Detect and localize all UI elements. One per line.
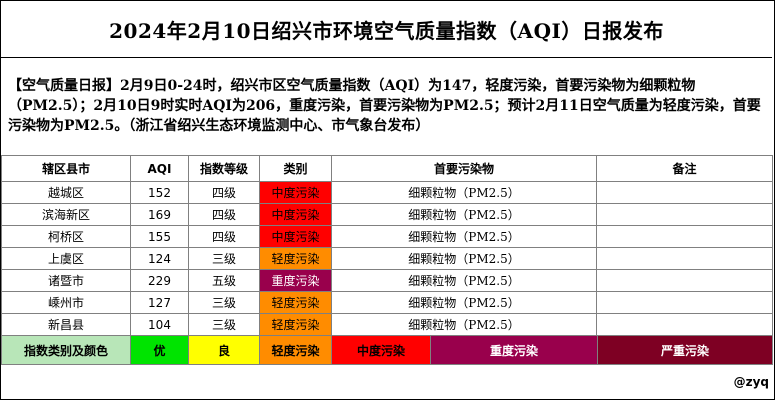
level-cell: 三级 [188,313,260,336]
note-cell [596,291,773,314]
note-cell [596,203,773,226]
category-cell: 中度污染 [259,225,332,248]
legend-moderate-pollution: 中度污染 [332,336,431,364]
page-title: 2024年2月10日绍兴市环境空气质量指数（AQI）日报发布 [1,1,772,58]
pollutant-cell: 细颗粒物（PM2.5） [331,181,597,204]
aqi-cell: 127 [130,291,189,314]
note-cell [596,225,773,248]
level-cell: 五级 [188,269,260,292]
category-cell: 重度污染 [259,269,332,292]
aqi-cell: 152 [130,181,189,204]
legend-heavy-group: 中度污染 重度污染 严重污染 [331,335,773,365]
legend-label: 指数类别及颜色 [1,335,131,365]
table-row: 上虞区 124 三级 轻度污染 细颗粒物（PM2.5） [1,247,773,270]
level-cell: 三级 [188,247,260,270]
table-row: 越城区 152 四级 中度污染 细颗粒物（PM2.5） [1,181,773,204]
aqi-cell: 104 [130,313,189,336]
legend-severe-pollution: 严重污染 [598,336,772,364]
header-level: 指数等级 [188,155,260,182]
category-cell: 中度污染 [259,181,332,204]
bulletin-text: 【空气质量日报】2月9日0-24时，绍兴市区空气质量指数（AQI）为147，轻度… [8,78,761,134]
aqi-table: 辖区县市 AQI 指数等级 类别 首要污染物 备注 越城区 152 四级 中度污染 细颗… [1,155,773,365]
district-cell: 嵊州市 [1,291,131,314]
note-cell [596,269,773,292]
header-note: 备注 [596,155,773,182]
table-row: 滨海新区 169 四级 中度污染 细颗粒物（PM2.5） [1,203,773,226]
header-district: 辖区县市 [1,155,131,182]
district-cell: 柯桥区 [1,225,131,248]
district-cell: 滨海新区 [1,203,131,226]
district-cell: 新昌县 [1,313,131,336]
category-cell: 中度污染 [259,203,332,226]
district-cell: 上虞区 [1,247,131,270]
pollutant-cell: 细颗粒物（PM2.5） [331,247,597,270]
district-cell: 诸暨市 [1,269,131,292]
pollutant-cell: 细颗粒物（PM2.5） [331,313,597,336]
table-row: 柯桥区 155 四级 中度污染 细颗粒物（PM2.5） [1,225,773,248]
level-cell: 三级 [188,291,260,314]
pollutant-cell: 细颗粒物（PM2.5） [331,291,597,314]
header-pollutant: 首要污染物 [331,155,597,182]
legend-heavy-pollution: 重度污染 [431,336,598,364]
table-row: 嵊州市 127 三级 轻度污染 细颗粒物（PM2.5） [1,291,773,314]
level-cell: 四级 [188,181,260,204]
note-cell [596,181,773,204]
aqi-cell: 155 [130,225,189,248]
aqi-cell: 229 [130,269,189,292]
category-cell: 轻度污染 [259,313,332,336]
header-category: 类别 [259,155,332,182]
category-cell: 轻度污染 [259,247,332,270]
pollutant-cell: 细颗粒物（PM2.5） [331,269,597,292]
legend-excellent: 优 [130,335,189,365]
pollutant-cell: 细颗粒物（PM2.5） [331,203,597,226]
level-cell: 四级 [188,203,260,226]
table-header-row: 辖区县市 AQI 指数等级 类别 首要污染物 备注 [1,155,773,182]
note-cell [596,313,773,336]
pollutant-cell: 细颗粒物（PM2.5） [331,225,597,248]
legend-light-pollution: 轻度污染 [259,335,332,365]
district-cell: 越城区 [1,181,131,204]
level-cell: 四级 [188,225,260,248]
aqi-cell: 169 [130,203,189,226]
author-signature: @zyq [733,375,769,389]
header-aqi: AQI [130,155,189,182]
aqi-cell: 124 [130,247,189,270]
legend-row: 指数类别及颜色 优 良 轻度污染 中度污染 重度污染 严重污染 [1,335,773,365]
table-row: 诸暨市 229 五级 重度污染 细颗粒物（PM2.5） [1,269,773,292]
category-cell: 轻度污染 [259,291,332,314]
note-cell [596,247,773,270]
legend-good: 良 [188,335,260,365]
table-row: 新昌县 104 三级 轻度污染 细颗粒物（PM2.5） [1,313,773,336]
